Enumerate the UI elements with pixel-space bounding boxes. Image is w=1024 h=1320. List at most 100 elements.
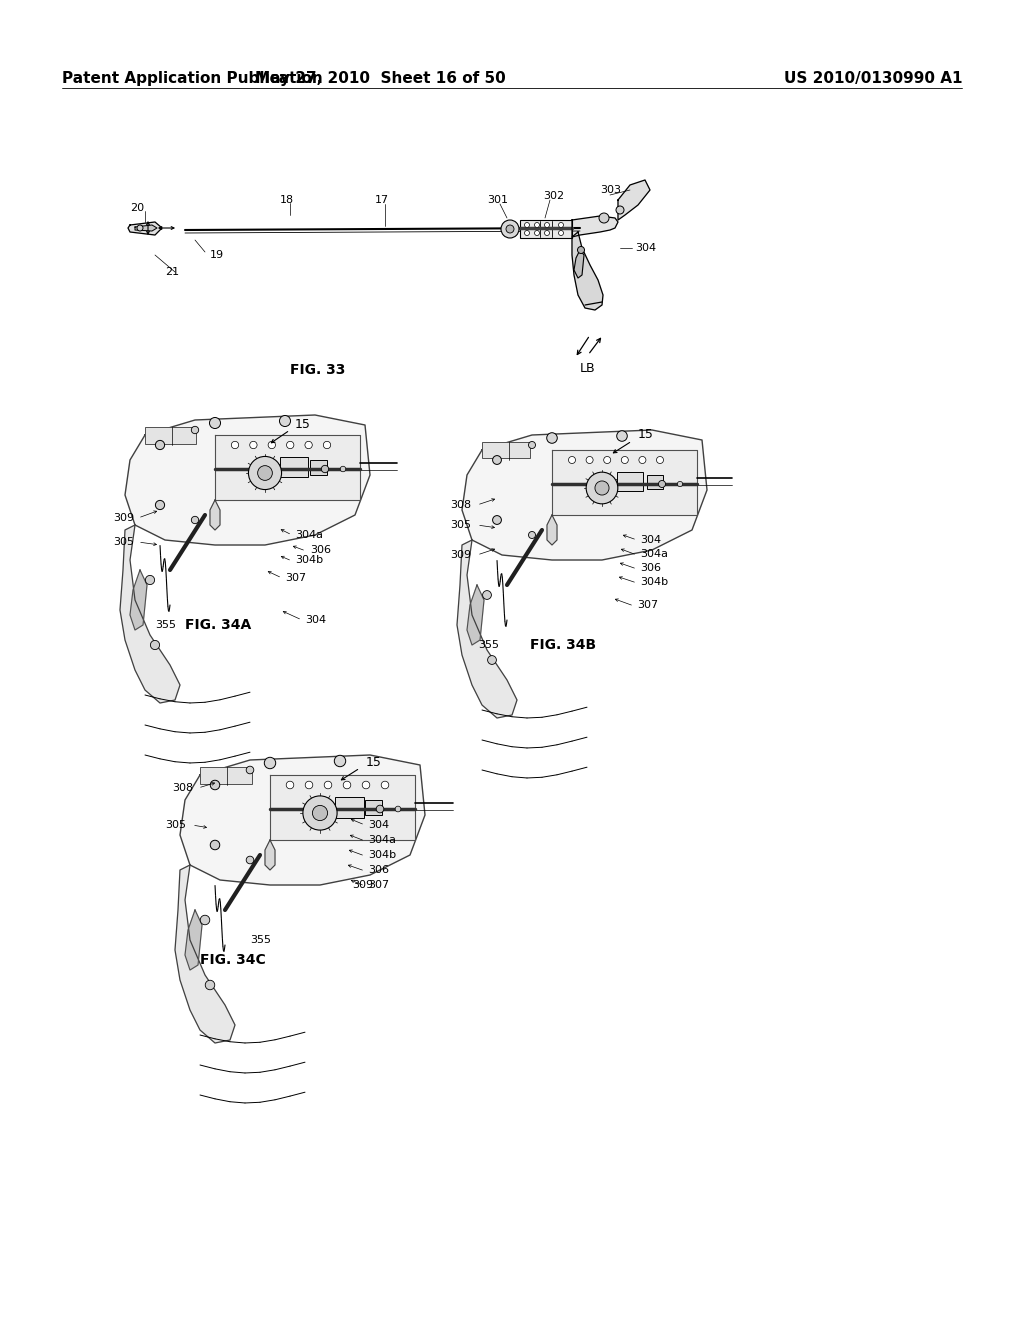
Text: 15: 15 [366,755,382,768]
Text: 20: 20 [130,203,144,213]
Polygon shape [120,525,180,704]
Text: 305: 305 [165,820,186,830]
Circle shape [334,755,346,767]
Text: 309: 309 [113,513,134,523]
Polygon shape [618,180,650,220]
Text: 306: 306 [640,564,662,573]
Text: 355: 355 [250,935,271,945]
Text: FIG. 33: FIG. 33 [290,363,345,378]
Text: 305: 305 [450,520,471,531]
Circle shape [156,441,165,450]
Circle shape [246,857,254,863]
Circle shape [210,780,220,789]
Polygon shape [265,840,275,870]
Circle shape [201,915,210,925]
Text: 306: 306 [310,545,331,554]
Text: 306: 306 [368,865,389,875]
Circle shape [325,781,332,789]
Text: 304: 304 [640,535,662,545]
Circle shape [545,231,550,235]
Bar [145,426,196,444]
Circle shape [482,590,492,599]
Circle shape [231,441,239,449]
Polygon shape [572,232,603,310]
Text: 21: 21 [165,267,179,277]
Text: US 2010/0130990 A1: US 2010/0130990 A1 [783,70,962,86]
Circle shape [249,457,282,490]
Text: 304b: 304b [295,554,324,565]
Circle shape [528,532,536,539]
Circle shape [287,441,294,449]
Text: May 27, 2010  Sheet 16 of 50: May 27, 2010 Sheet 16 of 50 [255,70,506,86]
Text: FIG. 34C: FIG. 34C [200,953,266,968]
Text: 304: 304 [368,820,389,830]
Text: 17: 17 [375,195,389,205]
Polygon shape [185,909,202,970]
Text: 305: 305 [113,537,134,546]
Polygon shape [125,414,370,545]
Circle shape [250,441,257,449]
Circle shape [151,640,160,649]
Circle shape [381,781,389,789]
Circle shape [264,758,275,768]
Polygon shape [462,430,707,560]
Circle shape [547,433,557,444]
Text: 15: 15 [295,418,311,432]
Text: FIG. 34B: FIG. 34B [530,638,596,652]
Bar [365,800,382,816]
Text: 308: 308 [450,500,471,510]
Text: 304a: 304a [295,531,323,540]
Polygon shape [215,436,360,500]
Circle shape [501,220,519,238]
Bar [617,473,643,491]
Polygon shape [270,775,415,840]
Circle shape [595,480,609,495]
Text: 309: 309 [352,880,373,890]
Text: 18: 18 [280,195,294,205]
Text: 304a: 304a [368,836,396,845]
Bar [647,475,663,490]
Text: 309: 309 [450,550,471,560]
Text: 355: 355 [478,640,499,649]
Circle shape [493,455,502,465]
Bar [200,767,252,784]
Circle shape [545,223,550,227]
Polygon shape [130,570,147,630]
Circle shape [395,807,400,812]
Bar [310,459,327,475]
Circle shape [324,441,331,449]
Circle shape [604,457,610,463]
Text: 19: 19 [210,249,224,260]
Circle shape [305,441,312,449]
Circle shape [656,457,664,463]
Text: 304b: 304b [368,850,396,861]
Circle shape [493,516,502,524]
Circle shape [677,482,683,487]
Text: 301: 301 [487,195,508,205]
Circle shape [639,457,646,463]
Circle shape [524,223,529,227]
Polygon shape [552,450,697,515]
Circle shape [376,805,384,813]
Polygon shape [135,224,157,231]
Text: 304b: 304b [640,577,668,587]
Circle shape [205,981,215,990]
Circle shape [210,417,220,429]
Circle shape [191,516,199,524]
Text: 355: 355 [155,620,176,630]
Text: 303: 303 [600,185,621,195]
Polygon shape [175,865,234,1043]
Circle shape [156,500,165,510]
Circle shape [303,796,337,830]
Circle shape [558,231,563,235]
Text: 307: 307 [368,880,389,890]
Polygon shape [574,249,584,279]
Circle shape [340,466,346,471]
Circle shape [616,206,624,214]
Text: 304a: 304a [640,549,668,558]
Polygon shape [572,216,618,238]
Circle shape [524,231,529,235]
Circle shape [586,457,593,463]
Bar [520,220,572,238]
Circle shape [246,766,254,774]
